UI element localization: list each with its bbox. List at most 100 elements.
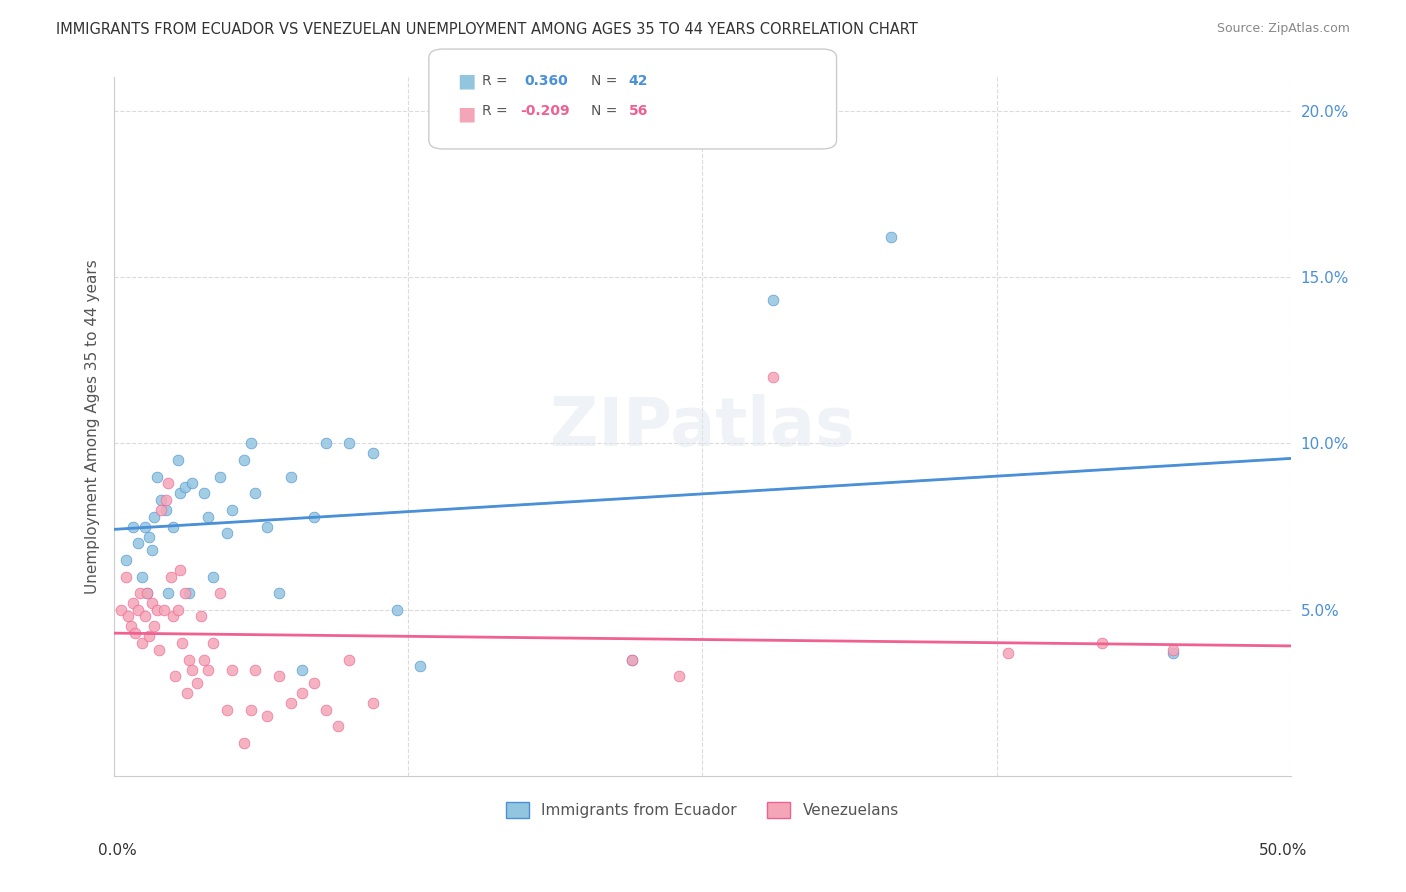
- Point: [620, 653, 643, 667]
- Point: [162, 609, 184, 624]
- Point: [361, 446, 384, 460]
- Point: [385, 603, 408, 617]
- Text: ■: ■: [457, 71, 475, 90]
- Point: [762, 293, 785, 308]
- Point: [232, 736, 254, 750]
- Point: [190, 609, 212, 624]
- Point: [117, 609, 139, 624]
- Point: [157, 476, 180, 491]
- Point: [339, 436, 361, 450]
- Point: [245, 663, 267, 677]
- Point: [155, 503, 177, 517]
- Point: [122, 596, 145, 610]
- Point: [120, 619, 142, 633]
- Point: [157, 586, 180, 600]
- Point: [221, 503, 243, 517]
- Text: ■: ■: [457, 104, 475, 123]
- Point: [186, 676, 208, 690]
- Point: [129, 586, 152, 600]
- Point: [155, 493, 177, 508]
- Text: 0.360: 0.360: [524, 74, 568, 88]
- Point: [134, 519, 156, 533]
- Text: -0.209: -0.209: [520, 104, 569, 119]
- Point: [221, 663, 243, 677]
- Point: [762, 370, 785, 384]
- Point: [326, 719, 349, 733]
- Point: [291, 686, 314, 700]
- Point: [115, 569, 138, 583]
- Point: [315, 703, 337, 717]
- Point: [143, 509, 166, 524]
- Text: 0.0%: 0.0%: [98, 843, 138, 858]
- Point: [302, 509, 325, 524]
- Point: [620, 653, 643, 667]
- Point: [179, 653, 201, 667]
- Point: [145, 603, 167, 617]
- Point: [302, 676, 325, 690]
- Point: [131, 636, 153, 650]
- Point: [202, 569, 225, 583]
- Point: [141, 542, 163, 557]
- Point: [256, 519, 278, 533]
- Text: ZIPatlas: ZIPatlas: [550, 393, 855, 459]
- Point: [136, 586, 159, 600]
- Point: [880, 230, 903, 244]
- Point: [173, 586, 195, 600]
- Point: [110, 603, 132, 617]
- Text: N =: N =: [591, 104, 621, 119]
- Point: [162, 519, 184, 533]
- Point: [1161, 642, 1184, 657]
- Text: 56: 56: [628, 104, 648, 119]
- Point: [122, 519, 145, 533]
- Point: [267, 586, 290, 600]
- Point: [166, 453, 188, 467]
- Point: [169, 486, 191, 500]
- Point: [148, 642, 170, 657]
- Point: [197, 509, 219, 524]
- Point: [339, 653, 361, 667]
- Point: [180, 663, 202, 677]
- Text: 50.0%: 50.0%: [1260, 843, 1308, 858]
- Point: [141, 596, 163, 610]
- Text: R =: R =: [482, 104, 512, 119]
- Legend: Immigrants from Ecuador, Venezuelans: Immigrants from Ecuador, Venezuelans: [501, 797, 905, 824]
- Point: [159, 569, 181, 583]
- Point: [291, 663, 314, 677]
- Point: [217, 703, 239, 717]
- Point: [131, 569, 153, 583]
- Text: N =: N =: [591, 74, 621, 88]
- Point: [209, 586, 232, 600]
- Point: [152, 603, 174, 617]
- Point: [138, 629, 160, 643]
- Point: [239, 703, 262, 717]
- Point: [1161, 646, 1184, 660]
- Point: [193, 653, 215, 667]
- Point: [209, 469, 232, 483]
- Point: [150, 503, 173, 517]
- Point: [173, 480, 195, 494]
- Text: R =: R =: [482, 74, 512, 88]
- Point: [127, 603, 149, 617]
- Point: [315, 436, 337, 450]
- Point: [997, 646, 1019, 660]
- Point: [169, 563, 191, 577]
- Point: [134, 609, 156, 624]
- Text: 42: 42: [628, 74, 648, 88]
- Point: [239, 436, 262, 450]
- Point: [124, 626, 146, 640]
- Point: [232, 453, 254, 467]
- Point: [217, 526, 239, 541]
- Point: [256, 709, 278, 723]
- Point: [176, 686, 198, 700]
- Point: [172, 636, 194, 650]
- Point: [115, 553, 138, 567]
- Point: [138, 530, 160, 544]
- Text: Source: ZipAtlas.com: Source: ZipAtlas.com: [1216, 22, 1350, 36]
- Point: [179, 586, 201, 600]
- Point: [193, 486, 215, 500]
- Text: IMMIGRANTS FROM ECUADOR VS VENEZUELAN UNEMPLOYMENT AMONG AGES 35 TO 44 YEARS COR: IMMIGRANTS FROM ECUADOR VS VENEZUELAN UN…: [56, 22, 918, 37]
- Point: [409, 659, 432, 673]
- Point: [127, 536, 149, 550]
- Point: [280, 469, 302, 483]
- Point: [136, 586, 159, 600]
